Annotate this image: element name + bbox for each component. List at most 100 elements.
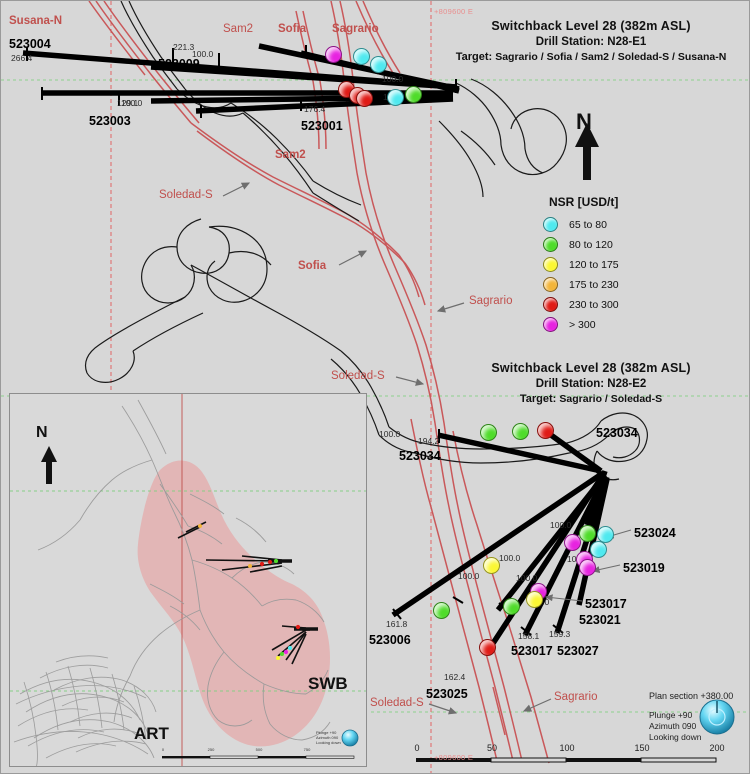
drill-hole-depth-label: 161.8 xyxy=(386,619,408,629)
inset-scale-bar xyxy=(162,755,355,759)
drill-hole-depth-label: 194.2 xyxy=(418,436,440,446)
title-e1-line1: Switchback Level 28 (382m ASL) xyxy=(491,19,691,33)
inset-compass-icon xyxy=(341,729,359,747)
legend-label: 230 to 300 xyxy=(569,299,619,311)
inset-scale-tick-label: 750 xyxy=(303,747,311,752)
vein-label: Soledad-S xyxy=(159,189,213,201)
vein-label: Susana-N xyxy=(9,15,63,27)
legend-swatch xyxy=(543,317,558,332)
title-e2-line3: Target: Sagrario / Soledad-S xyxy=(431,393,749,405)
drill-hole-id-label: 523004 xyxy=(9,37,51,51)
title-e2-target-label: Target: xyxy=(519,393,557,405)
legend-label: > 300 xyxy=(569,319,596,331)
vein-label: Sofia xyxy=(278,23,307,35)
vein-label: Sagrario xyxy=(554,691,598,703)
interval-depth-label: 100.0 xyxy=(379,429,401,439)
scale-bar xyxy=(416,757,717,763)
vein-label: Sofia xyxy=(298,260,327,272)
plan-section-label: Plan section +380.00 xyxy=(649,691,734,701)
tunnel-outlines xyxy=(84,1,648,481)
inset-compass-azimuth: Azimuth 090 xyxy=(316,735,339,740)
interval-depth-label: 100.0 xyxy=(550,520,572,530)
vein-label: Sagrario xyxy=(332,23,379,35)
nsr-assay-dot xyxy=(356,90,373,107)
vein-label: Soledad-S xyxy=(370,697,424,709)
nsr-assay-dot xyxy=(503,598,520,615)
vein-label-arrows xyxy=(222,182,552,715)
nsr-assay-dot xyxy=(590,541,607,558)
nsr-assay-dot xyxy=(480,424,497,441)
vein-label: Sam2 xyxy=(223,23,254,35)
drill-hole-depth-label: 266.4 xyxy=(11,53,33,63)
inset-scale-tick-label: 250 xyxy=(207,747,215,752)
north-arrow-icon xyxy=(575,123,599,180)
drill-hole-depth-label: 129.1 xyxy=(117,98,139,108)
legend-swatch xyxy=(543,297,558,312)
grid-label-easting-bottom: +809600 E xyxy=(434,753,474,762)
nsr-assay-dot xyxy=(479,639,496,656)
drill-hole-id-label: 523006 xyxy=(369,633,411,647)
inset-compass-text: Plunge +90 Azimuth 090 Looking down xyxy=(316,730,341,745)
inset-compass-plunge: Plunge +90 xyxy=(316,730,337,735)
drill-hole-depth-label: 176.4 xyxy=(304,104,326,114)
orientation-compass-widget xyxy=(699,699,735,735)
inset-regional-map: N ART SWB Plunge +90 Azimuth 090 Looking… xyxy=(9,393,367,767)
drill-hole-id-label: 523034 xyxy=(596,426,638,440)
drill-hole-id-label: 523024 xyxy=(634,526,676,540)
inset-tunnels-corridor xyxy=(37,399,331,741)
inset-label-swb: SWB xyxy=(308,674,348,693)
legend-label: 175 to 230 xyxy=(569,279,619,291)
nsr-assay-dot xyxy=(597,526,614,543)
title-e1-line2: Drill Station: N28-E1 xyxy=(535,36,647,48)
alteration-envelope xyxy=(137,460,330,747)
compass-widget-text: Plunge +90 Azimuth 090 Looking down xyxy=(649,710,701,743)
interval-depth-label: 100.0 xyxy=(121,98,143,108)
title-e2-line2: Drill Station: N28-E2 xyxy=(535,378,647,390)
title-block-station-e2: Switchback Level 28 (382m ASL) Drill Sta… xyxy=(431,361,749,405)
drill-hole-id-label: 523021 xyxy=(579,613,621,627)
scale-bar-tick-label: 0 xyxy=(414,743,420,753)
title-e1-target-label: Target: xyxy=(455,51,493,63)
scale-bar-tick-label: 100 xyxy=(559,743,575,753)
drill-hole-id-label: 523025 xyxy=(426,687,468,701)
inset-label-art: ART xyxy=(134,724,169,743)
inset-scale-tick-label: 500 xyxy=(255,747,263,752)
drill-hole-id-label: 523017 xyxy=(511,644,553,658)
legend-label: 80 to 120 xyxy=(569,239,613,251)
depth-tick-marks xyxy=(26,45,564,636)
scale-bar-tick-label: 200 xyxy=(709,743,725,753)
drill-hole-depth-label: 221.3 xyxy=(173,42,195,52)
scale-bar-tick-label: 150 xyxy=(634,743,650,753)
interval-depth-label: 100.0 xyxy=(458,571,480,581)
grid-lines-easting xyxy=(110,1,432,773)
nsr-assay-dot xyxy=(512,423,529,440)
vein-label: Sam2 xyxy=(275,149,306,161)
title-e2-line1: Switchback Level 28 (382m ASL) xyxy=(491,361,691,375)
compass-view: Looking down xyxy=(649,732,702,742)
drill-hole-id-label: 523034 xyxy=(399,449,441,463)
title-e1-line3: Target: Sagrario / Sofia / Sam2 / Soleda… xyxy=(431,51,749,63)
north-arrow-label: N xyxy=(576,109,592,134)
drill-hole-id-label: 523017 xyxy=(585,597,627,611)
nsr-assay-dot xyxy=(325,46,342,63)
inset-tunnels-art xyxy=(13,655,157,766)
drill-hole-depth-label: 158.1 xyxy=(518,631,540,641)
nsr-assay-dot xyxy=(353,48,370,65)
interval-depth-label: 100.0 xyxy=(499,553,521,563)
vein-label: Soledad-S xyxy=(331,370,385,382)
drill-hole-depth-label: 162.4 xyxy=(444,672,466,682)
drill-hole-depth-label: 159.3 xyxy=(549,629,571,639)
nsr-assay-dot xyxy=(433,602,450,619)
inset-compass-view: Looking down xyxy=(316,740,341,745)
drill-hole-id-label: 523003 xyxy=(89,114,131,128)
legend-swatch xyxy=(543,237,558,252)
legend-swatch xyxy=(543,277,558,292)
drill-hole-id-label: 523001 xyxy=(301,119,343,133)
nsr-assay-dot xyxy=(405,86,422,103)
nsr-assay-dot xyxy=(564,534,581,551)
scale-bar-tick-label: 50 xyxy=(486,743,497,753)
legend-swatch xyxy=(543,257,558,272)
nsr-legend: NSR [USD/t] 65 to 80 80 to 120 120 to 175 1… xyxy=(521,191,671,341)
inset-map-canvas xyxy=(10,394,366,766)
